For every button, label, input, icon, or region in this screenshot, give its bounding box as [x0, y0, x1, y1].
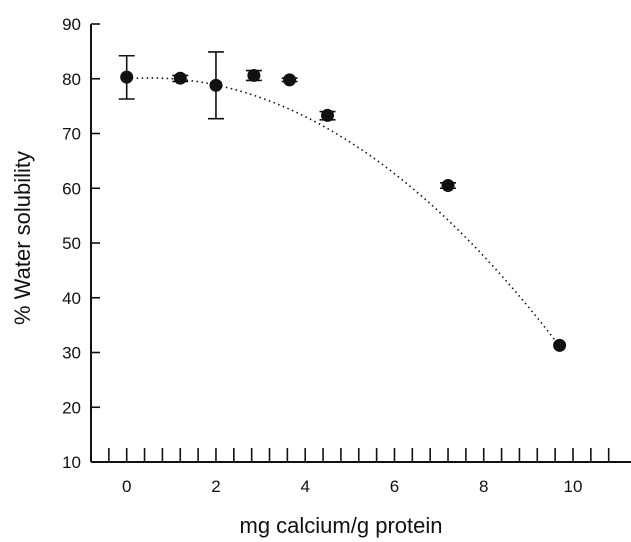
- y-tick-label: 80: [62, 70, 81, 89]
- y-tick-label: 90: [62, 15, 81, 34]
- data-point: [441, 179, 455, 193]
- data-points-layer: [118, 51, 567, 352]
- y-tick-label: 10: [62, 453, 81, 472]
- y-tick-label: 30: [62, 344, 81, 363]
- y-tick-label: 70: [62, 125, 81, 144]
- data-point: [283, 73, 297, 87]
- x-ticks: 0 2 4 6 8 10: [108, 448, 610, 496]
- data-point: [553, 338, 567, 352]
- y-tick-label: 40: [62, 289, 81, 308]
- data-point: [247, 68, 261, 82]
- data-point: [120, 70, 134, 84]
- y-axis-title: % Water solubility: [10, 151, 35, 325]
- fit-curve: [126, 77, 561, 347]
- x-tick-label: 6: [390, 477, 399, 496]
- y-ticks: 10 20 30 40 50 60 70 80 90: [62, 15, 100, 472]
- data-point: [173, 71, 187, 85]
- y-tick-label: 50: [62, 234, 81, 253]
- data-point: [321, 108, 335, 122]
- x-tick-label: 0: [122, 477, 131, 496]
- x-tick-label: 10: [564, 477, 583, 496]
- x-tick-label: 8: [479, 477, 488, 496]
- data-point: [209, 78, 223, 92]
- x-tick-label: 4: [300, 477, 309, 496]
- axes: [90, 24, 631, 463]
- fit-curve-layer: [126, 77, 561, 347]
- y-tick-label: 60: [62, 179, 81, 198]
- x-tick-label: 2: [211, 477, 220, 496]
- y-tick-label: 20: [62, 398, 81, 417]
- x-axis-title: mg calcium/g protein: [240, 513, 443, 538]
